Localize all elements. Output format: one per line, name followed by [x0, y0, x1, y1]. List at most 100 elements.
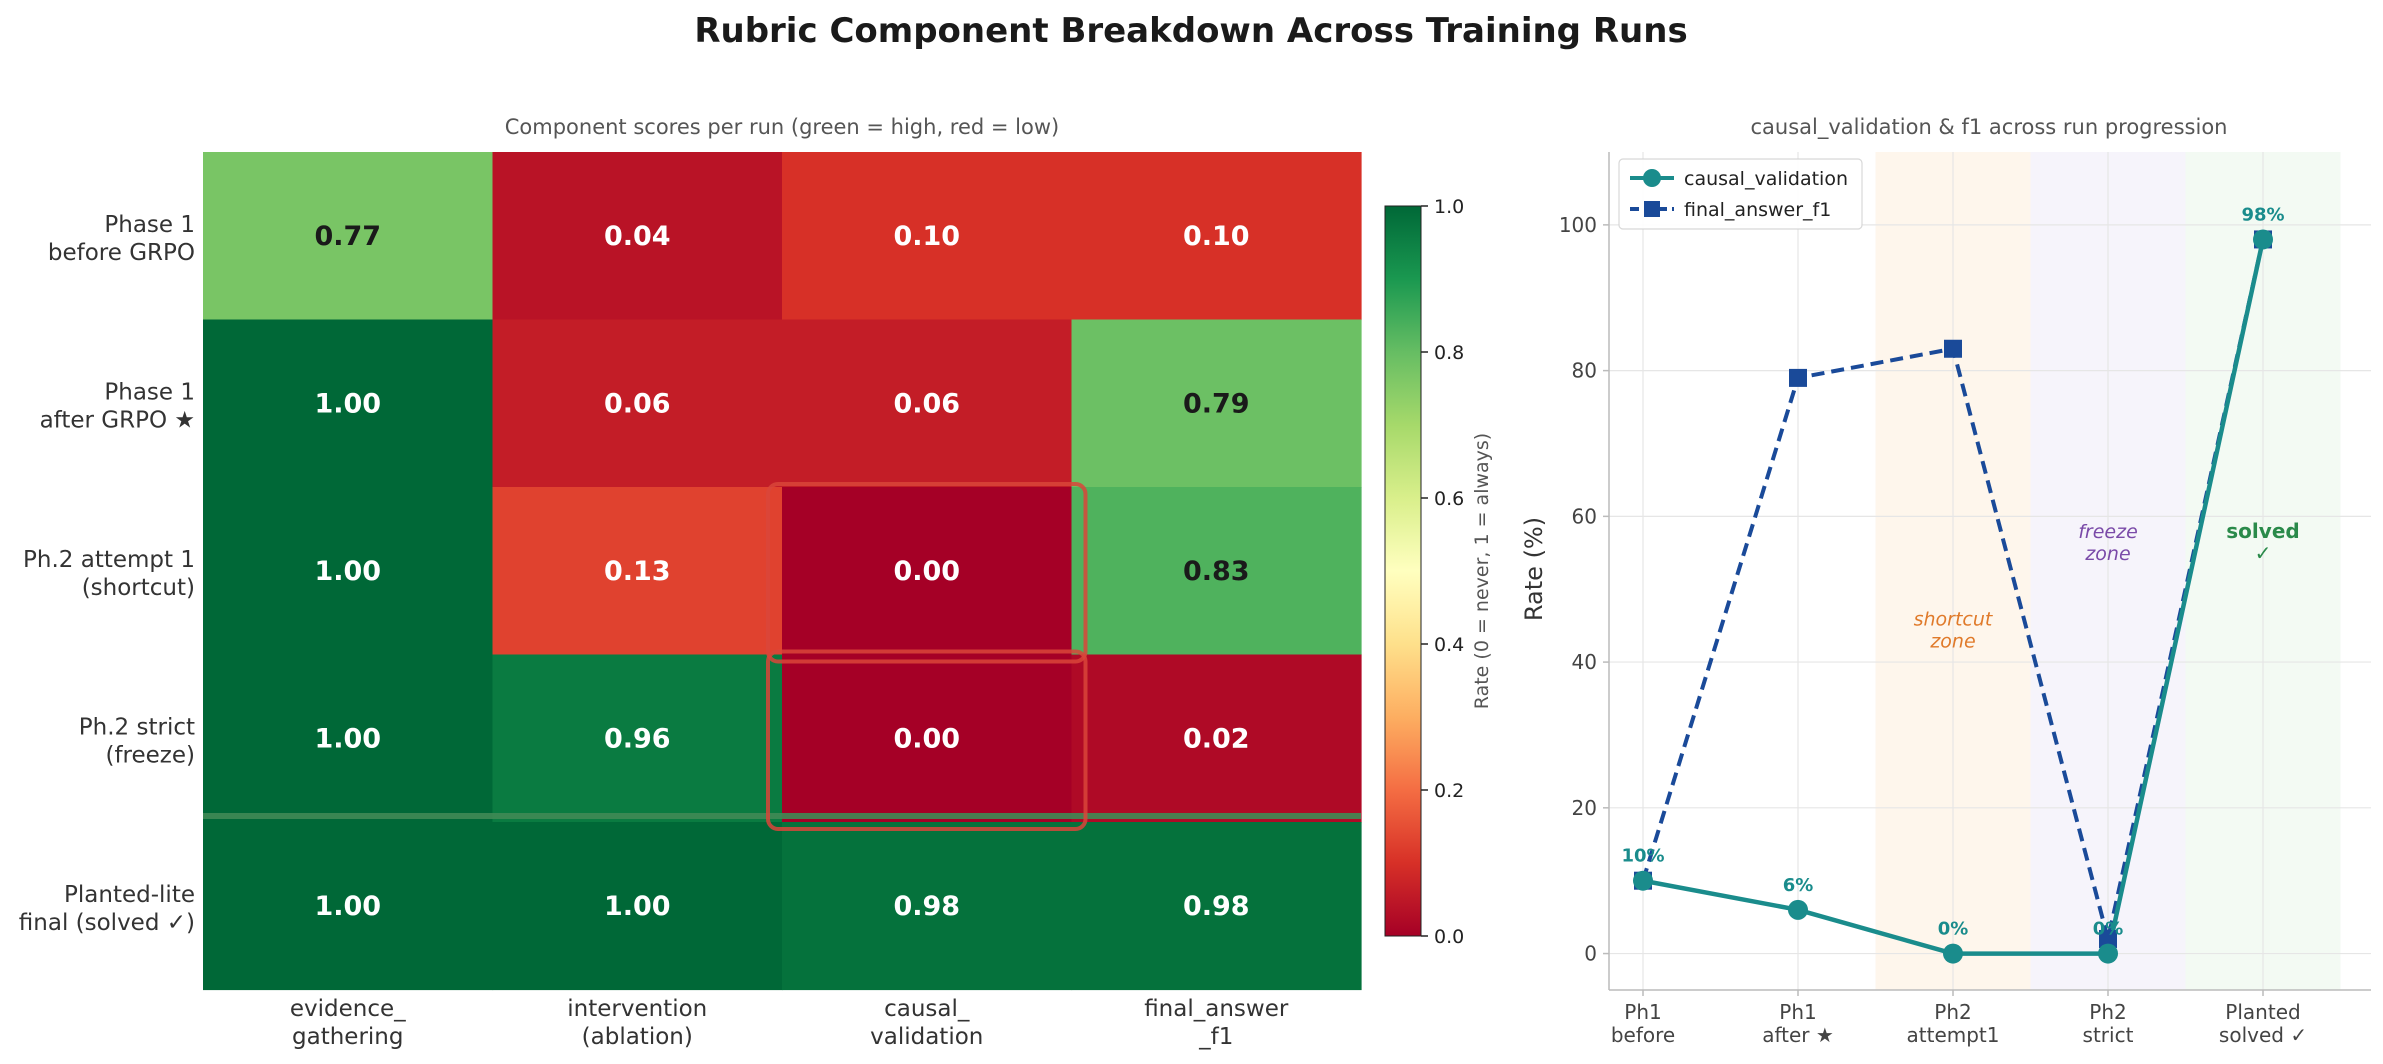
- colorbar-tick-label: 1.0: [1434, 196, 1464, 218]
- heatmap-column-label: evidence_: [290, 996, 406, 1022]
- colorbar-label: Rate (0 = never, 1 = always): [1471, 433, 1493, 709]
- heatmap-row-label: Ph.2 attempt 1: [23, 547, 195, 573]
- line-chart-zone-label: ✓: [2255, 541, 2272, 565]
- heatmap-column-label: gathering: [292, 1024, 403, 1050]
- legend-marker: [1644, 201, 1660, 217]
- heatmap-cell-label: 0.83: [1183, 556, 1250, 587]
- line-chart-title: causal_validation & f1 across run progre…: [1751, 115, 2228, 140]
- legend-label: causal_validation: [1684, 168, 1848, 190]
- heatmap-cell: [1071, 487, 1362, 656]
- heatmap-cell-label: 0.06: [893, 388, 960, 419]
- line-chart-ylabel: Rate (%): [1520, 517, 1548, 621]
- heatmap-cell: [782, 654, 1073, 823]
- line-chart-x-tick-label: before: [1611, 1023, 1675, 1047]
- heatmap-title: Component scores per run (green = high, …: [505, 115, 1059, 139]
- heatmap-cell-label: 0.98: [893, 891, 960, 922]
- line-chart-y-tick-label: 20: [1572, 796, 1597, 820]
- line-chart-legend: causal_validation final_answer_f1: [1618, 158, 1863, 230]
- heatmap-row-label: Phase 1: [104, 379, 195, 405]
- line-chart-y-tick-label: 80: [1572, 359, 1597, 383]
- line-point-label: 0%: [1938, 919, 1969, 940]
- heatmap-cell: [203, 152, 494, 321]
- line-point: [1943, 943, 1963, 964]
- heatmap-row-label: final (solved ✓): [19, 910, 195, 936]
- heatmap-cell: [1071, 152, 1362, 321]
- legend-label: final_answer_f1: [1684, 199, 1831, 221]
- line-chart-zone-label: zone: [1929, 631, 1975, 653]
- heatmap-column-label: (ablation): [582, 1024, 693, 1050]
- heatmap-cell: [492, 654, 783, 823]
- heatmap-row-label: after GRPO ★: [40, 407, 195, 433]
- heatmap-column-label: intervention: [567, 996, 707, 1022]
- heatmap-cell: [782, 319, 1073, 488]
- heatmap-row-label: Ph.2 strict: [79, 714, 195, 740]
- heatmap-cell-label: 0.00: [893, 556, 960, 587]
- heatmap-cell-label: 0.06: [604, 388, 671, 419]
- line-point: [2253, 229, 2273, 250]
- colorbar-tick-label: 0.8: [1434, 342, 1464, 364]
- colorbar-tick-label: 0.0: [1434, 926, 1464, 948]
- colorbar-tick-label: 0.2: [1434, 780, 1464, 802]
- heatmap-cell-label: 0.79: [1183, 388, 1250, 419]
- heatmap-column-label: causal_: [884, 996, 970, 1022]
- line-point-label: 98%: [2241, 204, 2284, 225]
- heatmap-row-label: before GRPO: [48, 240, 195, 266]
- heatmap-column-label: final_answer: [1144, 996, 1289, 1022]
- legend-box: [1618, 158, 1863, 230]
- heatmap-cell: [492, 319, 783, 488]
- heatmap-cell-label: 1.00: [604, 891, 671, 922]
- line-point-label: 10%: [1621, 846, 1664, 867]
- line-chart-x-tick-label: Planted: [2225, 1000, 2300, 1024]
- colorbar: 0.0 0.2 0.4 0.6 0.8 1.0 Rate (0 = never, 1 = …: [1384, 196, 1493, 948]
- heatmap-cell: [782, 822, 1073, 991]
- heatmap-panel: Component scores per run (green = high, …: [19, 115, 1362, 1050]
- heatmap-cell: [203, 319, 494, 488]
- heatmap-highlight-box: [766, 649, 1088, 831]
- heatmap-cell-label: 0.04: [604, 221, 671, 252]
- line-point: [1788, 899, 1808, 920]
- line-chart-x-tick-label: attempt1: [1907, 1023, 2000, 1047]
- colorbar-gradient: [1384, 205, 1422, 937]
- line-chart-y-tick-label: 60: [1572, 504, 1597, 528]
- heatmap-cell: [492, 152, 783, 321]
- heatmap-cell: [1071, 319, 1362, 488]
- line-point: [1633, 870, 1653, 891]
- heatmap-cell-label: 0.10: [893, 221, 960, 252]
- heatmap-separator: [203, 813, 1361, 819]
- heatmap-cell: [203, 487, 494, 656]
- heatmap-cell-label: 1.00: [314, 388, 381, 419]
- line-point: [1944, 339, 1962, 358]
- heatmap-column-label: _f1: [1198, 1024, 1233, 1050]
- line-chart-x-tick-label: solved ✓: [2219, 1023, 2307, 1047]
- line-chart-x-tick-label: after ★: [1762, 1023, 1834, 1047]
- heatmap-cell: [1071, 822, 1362, 991]
- line-chart-y-tick-label: 40: [1572, 650, 1597, 674]
- heatmap-column-label: validation: [870, 1024, 983, 1050]
- heatmap-cell-label: 0.98: [1183, 891, 1250, 922]
- line-chart-zone-label: shortcut: [1914, 609, 1994, 631]
- line-point: [2098, 943, 2118, 964]
- line-chart-y-tick-label: 100: [1559, 213, 1597, 237]
- line-chart-x-tick-label: Ph1: [1779, 1000, 1816, 1024]
- heatmap-highlight-box: [766, 482, 1088, 664]
- heatmap-cell: [782, 152, 1073, 321]
- heatmap-cell-label: 1.00: [314, 723, 381, 754]
- heatmap-cell: [203, 822, 494, 991]
- heatmap-row-label: (freeze): [105, 742, 195, 768]
- heatmap-cell: [203, 654, 494, 823]
- line-chart-zone-label: zone: [2084, 543, 2130, 565]
- heatmap-row-label: (shortcut): [82, 575, 195, 601]
- heatmap-cell-label: 0.00: [893, 723, 960, 754]
- legend-marker: [1643, 169, 1661, 187]
- colorbar-tick-label: 0.6: [1434, 488, 1464, 510]
- line-chart-x-tick-label: Ph2: [1934, 1000, 1971, 1024]
- colorbar-tick-label: 0.4: [1434, 634, 1464, 656]
- heatmap-cell: [1071, 654, 1362, 823]
- line-chart-x-tick-label: strict: [2083, 1023, 2134, 1047]
- heatmap-row-label: Phase 1: [104, 212, 195, 238]
- heatmap-cell-label: 0.10: [1183, 221, 1250, 252]
- heatmap-cell: [492, 822, 783, 991]
- line-point: [1789, 368, 1807, 387]
- line-chart-y-tick-label: 0: [1584, 942, 1597, 966]
